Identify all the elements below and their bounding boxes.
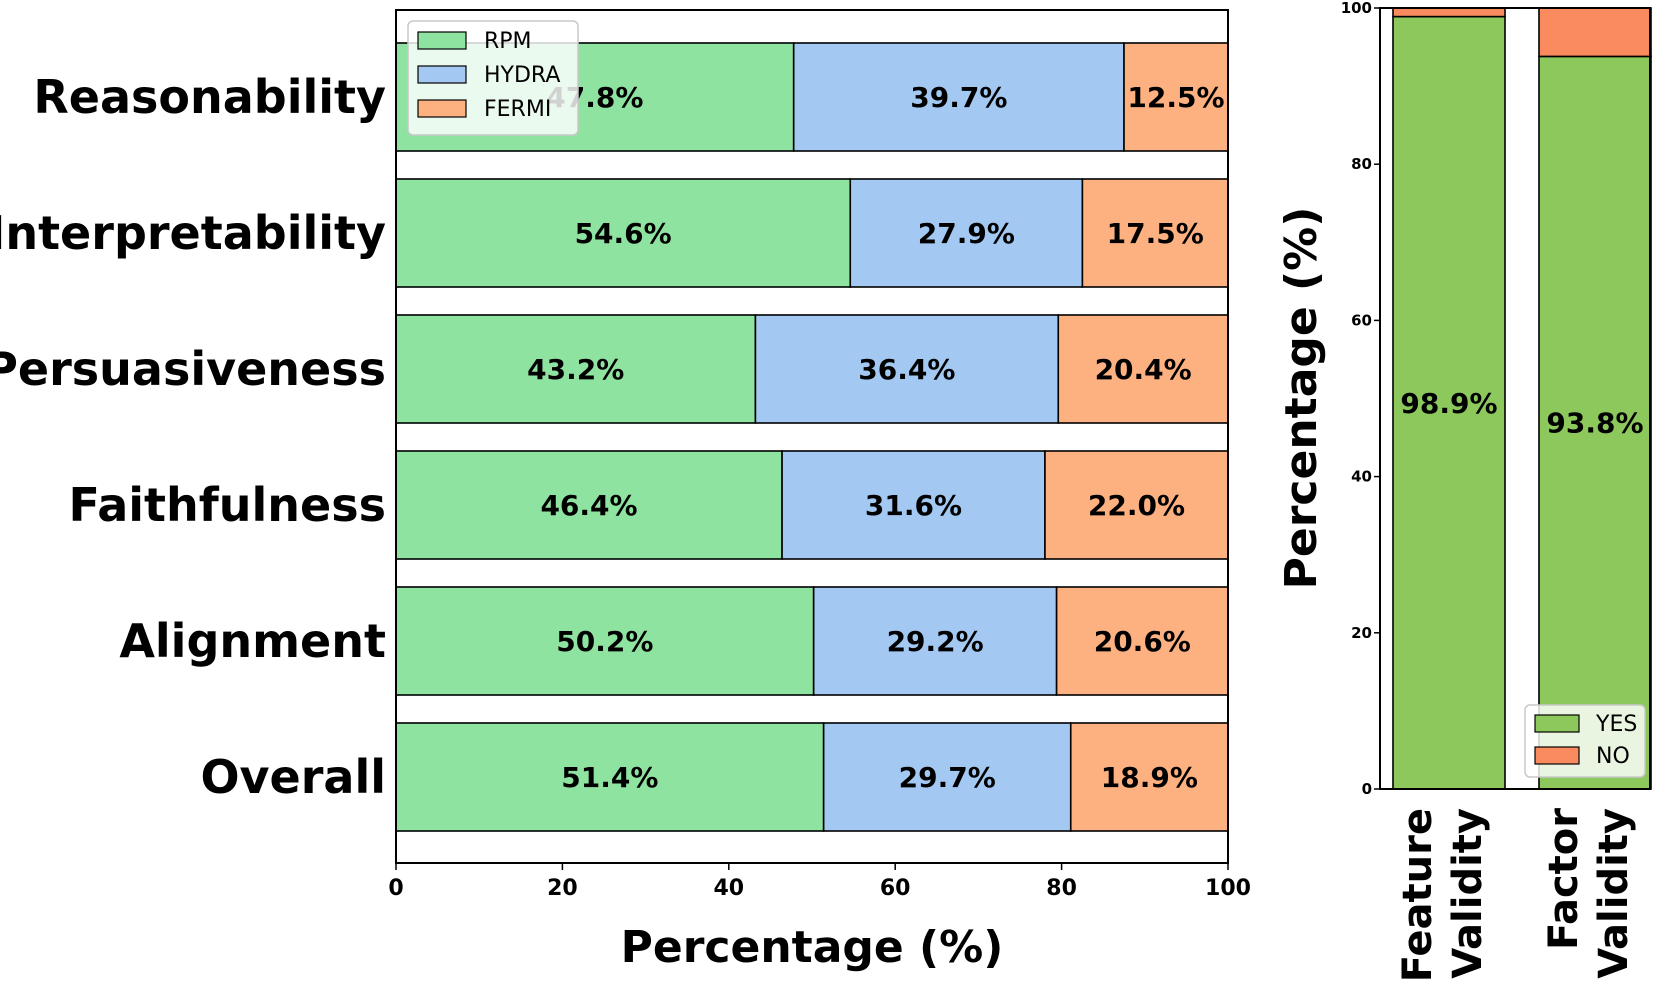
data-label-rpm-persuasiveness: 43.2% xyxy=(527,353,624,386)
bar-rpm-interpretability xyxy=(395,178,852,288)
y-axis-title: Percentage (%) xyxy=(1276,207,1327,590)
x-tick-label-60: 60 xyxy=(880,876,911,901)
category-label-feature-validity-line-2: Validity xyxy=(1445,808,1491,979)
data-label-hydra-overall: 29.7% xyxy=(899,761,996,794)
data-label-fermi-alignment: 20.6% xyxy=(1094,625,1191,658)
y-tick-label-100: 100 xyxy=(1341,0,1372,17)
bar-rpm-alignment xyxy=(395,586,815,696)
x-tick-label-20: 20 xyxy=(547,876,578,901)
bar-hydra-interpretability xyxy=(849,178,1084,288)
bar-hydra-faithfulness xyxy=(781,450,1046,560)
bar-fermi-faithfulness xyxy=(1044,450,1229,560)
category-label-faithfulness: Faithfulness xyxy=(68,478,386,532)
x-tick-label-0: 0 xyxy=(388,876,403,901)
data-label-fermi-persuasiveness: 20.4% xyxy=(1095,353,1192,386)
x-axis-title: Percentage (%) xyxy=(621,922,1004,973)
bar-fermi-persuasiveness xyxy=(1057,314,1229,424)
data-label-fermi-overall: 18.9% xyxy=(1101,761,1198,794)
data-label-fermi-reasonability: 12.5% xyxy=(1127,81,1224,114)
bar-hydra-overall xyxy=(822,722,1072,832)
plot-area xyxy=(396,10,1228,863)
bar-yes-factor-validity xyxy=(1538,55,1652,790)
data-label-yes-factor-validity: 93.8% xyxy=(1546,407,1643,440)
legend-label-hydra: HYDRA xyxy=(484,63,560,88)
legend-label-yes: YES xyxy=(1595,712,1637,737)
category-label-reasonability: Reasonability xyxy=(33,70,386,124)
y-tick-label-80: 80 xyxy=(1351,155,1372,173)
data-label-fermi-faithfulness: 22.0% xyxy=(1088,489,1185,522)
data-label-rpm-interpretability: 54.6% xyxy=(575,217,672,250)
data-label-rpm-overall: 51.4% xyxy=(561,761,658,794)
x-tick-label-80: 80 xyxy=(1046,876,1077,901)
data-label-fermi-interpretability: 17.5% xyxy=(1107,217,1204,250)
data-label-hydra-faithfulness: 31.6% xyxy=(865,489,962,522)
bar-no-factor-validity xyxy=(1538,7,1652,58)
data-label-rpm-faithfulness: 46.4% xyxy=(540,489,637,522)
data-label-hydra-reasonability: 39.7% xyxy=(910,81,1007,114)
plot-frame xyxy=(1379,7,1651,790)
legend-swatch-no xyxy=(1534,746,1580,765)
bar-fermi-overall xyxy=(1069,722,1229,832)
legend-label-rpm: RPM xyxy=(484,29,532,54)
category-label-feature-validity-line-1: Feature xyxy=(1395,808,1441,982)
y-tick-label-40: 40 xyxy=(1351,468,1372,486)
legend-label-fermi: FERMI xyxy=(484,97,551,122)
legend-swatch-yes xyxy=(1534,714,1580,733)
category-label-overall: Overall xyxy=(200,750,386,804)
y-tick-label-60: 60 xyxy=(1351,311,1372,329)
data-label-hydra-interpretability: 27.9% xyxy=(918,217,1015,250)
bar-yes-feature-validity xyxy=(1392,15,1506,790)
category-label-alignment: Alignment xyxy=(119,614,386,668)
data-label-hydra-alignment: 29.2% xyxy=(887,625,984,658)
legend: RPM HYDRA FERMI xyxy=(407,20,579,136)
category-label-interpretability: Interpretability xyxy=(0,206,386,260)
legend-swatch-hydra xyxy=(417,65,467,84)
bar-rpm-faithfulness xyxy=(395,450,783,560)
data-label-rpm-alignment: 50.2% xyxy=(556,625,653,658)
bar-no-feature-validity xyxy=(1392,7,1506,18)
bar-hydra-alignment xyxy=(812,586,1058,696)
plot-frame xyxy=(395,9,1229,864)
category-label-factor-validity-line-1: Factor xyxy=(1541,808,1587,950)
category-label-factor-validity-line-2: Validity xyxy=(1591,808,1637,979)
legend: YES NO xyxy=(1524,704,1646,778)
legend-label-no: NO xyxy=(1596,744,1630,769)
y-tick-label-0: 0 xyxy=(1362,780,1372,798)
y-tick-label-20: 20 xyxy=(1351,624,1372,642)
bar-rpm-persuasiveness xyxy=(395,314,757,424)
category-label-persuasiveness: Persuasiveness xyxy=(0,342,386,396)
bar-fermi-interpretability xyxy=(1081,178,1229,288)
bar-hydra-persuasiveness xyxy=(754,314,1060,424)
x-tick-label-40: 40 xyxy=(713,876,744,901)
data-label-hydra-persuasiveness: 36.4% xyxy=(858,353,955,386)
legend-swatch-rpm xyxy=(417,31,467,50)
x-tick-label-100: 100 xyxy=(1205,876,1251,901)
legend-swatch-fermi xyxy=(417,99,467,118)
data-label-yes-feature-validity: 98.9% xyxy=(1400,387,1497,420)
